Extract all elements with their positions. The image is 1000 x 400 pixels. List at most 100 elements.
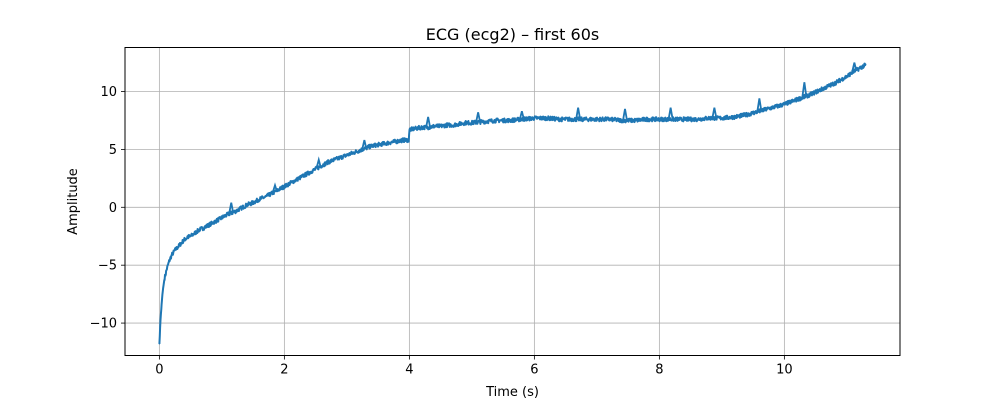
- ecg-data-point: [646, 118, 648, 120]
- ecg-data-point: [408, 139, 410, 141]
- ecg-data-point: [163, 278, 165, 280]
- ecg-data-point: [177, 246, 179, 248]
- ecg-r-peak: [575, 107, 582, 120]
- ecg-data-point: [533, 117, 535, 119]
- ecg-data-point: [833, 82, 835, 84]
- ecg-r-peak: [851, 62, 858, 72]
- ecg-r-peak: [475, 112, 482, 123]
- ecg-data-point: [252, 202, 254, 204]
- ecg-data-point: [161, 292, 164, 294]
- ecg-data-point: [433, 125, 435, 127]
- ecg-data-point: [483, 121, 485, 123]
- ecg-r-peak: [272, 182, 278, 192]
- ecg-data-point: [327, 161, 329, 163]
- ecg-data-point: [858, 67, 860, 69]
- ecg-data-point: [583, 118, 585, 120]
- ecg-r-peak: [801, 82, 808, 97]
- x-tick-label: 2: [280, 363, 288, 378]
- plot-frame: [124, 47, 901, 356]
- ecg-r-peak: [667, 107, 674, 120]
- ecg-data-point: [333, 159, 335, 161]
- ecg-data-point: [783, 103, 785, 105]
- ecg-data-point: [193, 233, 195, 235]
- ecg-data-point: [196, 231, 198, 233]
- ecg-data-point: [352, 152, 354, 154]
- ecg-data-point: [771, 107, 773, 109]
- ecg-r-peak: [228, 202, 235, 214]
- ecg-data-point: [796, 99, 798, 101]
- ecg-r-peak: [186, 233, 192, 238]
- ecg-data-point: [240, 207, 242, 210]
- ecg-data-point: [608, 118, 610, 120]
- ecg-data-point: [215, 220, 217, 222]
- ecg-data-point: [452, 124, 454, 126]
- ecg-data-point: [283, 185, 285, 188]
- x-tick-label: 8: [655, 363, 663, 378]
- ecg-data-point: [290, 182, 292, 184]
- ecg-r-peak: [361, 139, 368, 149]
- ecg-data-point: [183, 239, 185, 241]
- chart-title: ECG (ecg2) – first 60s: [426, 25, 599, 44]
- ecg-data-point: [721, 117, 723, 119]
- x-tick-label: 0: [155, 363, 163, 378]
- ecg-data-point: [358, 149, 360, 152]
- ecg-data-point: [265, 196, 267, 198]
- ecg-data-point: [446, 124, 448, 126]
- ecg-data-point: [808, 94, 810, 96]
- y-axis-ticks: −10 −5 0 5 10: [90, 85, 125, 332]
- ecg-data-point: [233, 211, 235, 213]
- ecg-data-point: [258, 198, 260, 200]
- ecg-data-point: [471, 122, 473, 124]
- ecg-data-point: [440, 125, 442, 127]
- ecg-data-point: [208, 224, 210, 226]
- y-tick-label: 0: [109, 201, 117, 216]
- ecg-data-point: [296, 178, 298, 181]
- ecg-data-point: [346, 154, 348, 156]
- x-axis-label: Time (s): [485, 385, 539, 400]
- ecg-data-point: [521, 118, 523, 120]
- ecg-data-point: [402, 139, 404, 141]
- ecg-data-point: [852, 71, 854, 73]
- grid-lines: [125, 47, 900, 356]
- ecg-data-point: [227, 213, 229, 215]
- ecg-data-point: [277, 189, 279, 191]
- ecg-data-point: [546, 117, 548, 119]
- x-tick-label: 4: [405, 363, 413, 378]
- ecg-data-point: [321, 165, 323, 167]
- ecg-data-point: [496, 119, 498, 122]
- ecg-data-point: [696, 118, 698, 120]
- x-axis-ticks: 0 2 4 6 8 10: [155, 355, 793, 378]
- ecg-data-point: [508, 119, 510, 122]
- y-tick-label: 10: [100, 85, 117, 100]
- ecg-data-point: [158, 343, 160, 345]
- ecg-data-point: [166, 268, 168, 270]
- ecg-data-point: [308, 171, 310, 174]
- ecg-data-point: [596, 118, 598, 120]
- ecg-data-point: [821, 88, 823, 90]
- ecg-data-point: [571, 118, 573, 120]
- ecg-data-point: [377, 144, 379, 146]
- ecg-data-point: [371, 145, 373, 147]
- ecg-data-point: [199, 228, 201, 230]
- ecg-data-point: [865, 64, 867, 66]
- ecg-data-point: [758, 110, 760, 112]
- ecg-data-point: [421, 126, 423, 128]
- ecg-data-point: [746, 114, 748, 116]
- ecg-data-point: [658, 118, 660, 120]
- ecg-data-point: [733, 116, 735, 118]
- series-layer: [158, 62, 867, 345]
- ecg-data-point: [383, 143, 385, 145]
- y-tick-label: −10: [90, 317, 117, 332]
- ecg-data-point: [846, 75, 848, 78]
- ecg-r-peak: [622, 108, 628, 121]
- y-tick-label: 5: [109, 143, 117, 158]
- ecg-data-point: [246, 204, 248, 206]
- ecg-data-point: [427, 126, 429, 128]
- x-tick-label: 10: [776, 363, 793, 378]
- ecg-data-point: [458, 123, 460, 125]
- ecg-data-point: [558, 118, 560, 120]
- ecg-r-peak: [315, 156, 322, 168]
- ecg-data-point: [160, 316, 162, 318]
